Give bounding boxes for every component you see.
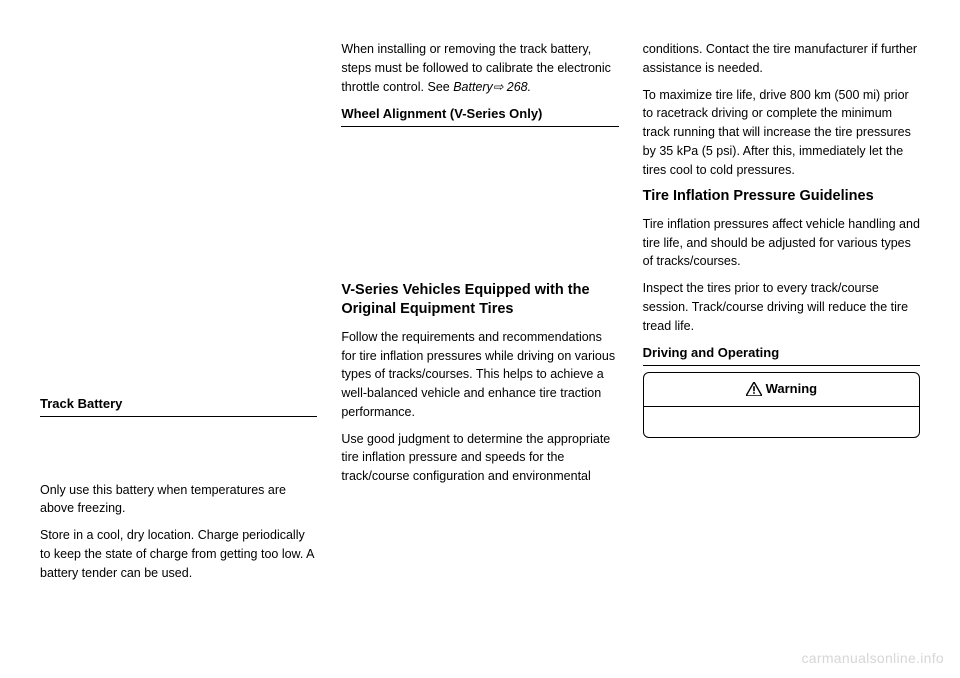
reference-title: Battery — [453, 80, 493, 94]
wheel-alignment-heading: Wheel Alignment (V-Series Only) — [341, 104, 618, 127]
body-text: Use good judgment to determine the appro… — [341, 430, 618, 486]
column-2: When installing or removing the track ba… — [341, 40, 618, 590]
spacer — [40, 40, 317, 390]
track-battery-heading: Track Battery — [40, 394, 317, 417]
reference-page: 268. — [503, 80, 531, 94]
vseries-heading: V-Series Vehicles Equipped with the Orig… — [341, 281, 618, 320]
spacer — [40, 423, 317, 481]
column-3: conditions. Contact the tire manufacture… — [643, 40, 920, 590]
driving-operating-heading: Driving and Operating — [643, 343, 920, 366]
body-text: Tire inflation pressures affect vehicle … — [643, 215, 920, 271]
body-text: conditions. Contact the tire manufacture… — [643, 40, 920, 78]
warning-triangle-icon — [746, 379, 762, 400]
reference-icon: ⇨ — [493, 78, 503, 97]
page-content: Track Battery Only use this battery when… — [0, 0, 960, 610]
warning-header: Warning — [644, 373, 919, 407]
watermark-text: carmanualsonline.info — [802, 650, 945, 666]
warning-label: Warning — [766, 381, 818, 396]
body-text: Inspect the tires prior to every track/c… — [643, 279, 920, 335]
column-1: Track Battery Only use this battery when… — [40, 40, 317, 590]
body-text: Store in a cool, dry location. Charge pe… — [40, 526, 317, 582]
body-text: When installing or removing the track ba… — [341, 40, 618, 96]
warning-box: Warning — [643, 372, 920, 438]
body-text: Only use this battery when temperatures … — [40, 481, 317, 519]
body-text: Follow the requirements and recommendati… — [341, 328, 618, 422]
body-text: To maximize tire life, drive 800 km (500… — [643, 86, 920, 180]
inflation-heading: Tire Inflation Pressure Guidelines — [643, 187, 920, 207]
spacer — [341, 133, 618, 273]
